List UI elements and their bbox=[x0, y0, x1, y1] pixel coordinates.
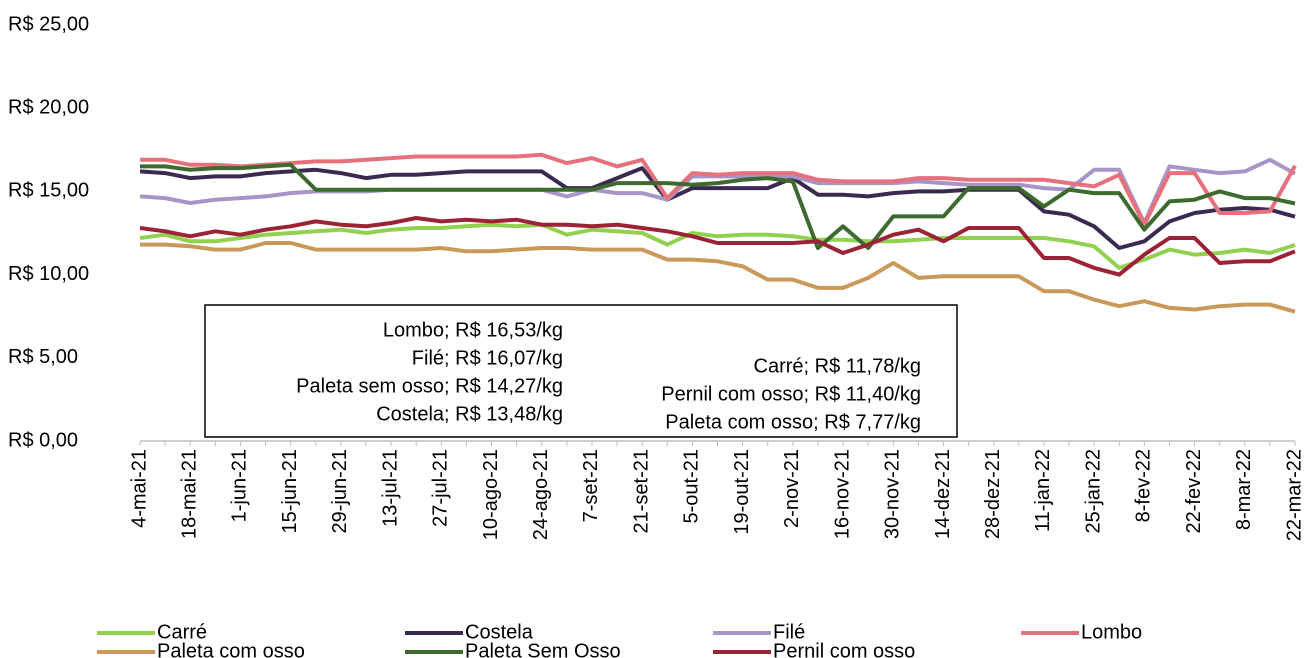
x-tick-label: 25-jan-22 bbox=[1082, 449, 1104, 534]
x-tick-label: 7-set-21 bbox=[580, 449, 602, 522]
x-tick-label: 30-nov-21 bbox=[882, 449, 904, 539]
series-line bbox=[140, 152, 1297, 227]
x-tick-label: 10-ago-21 bbox=[480, 449, 502, 540]
x-tick-label: 5-out-21 bbox=[681, 449, 703, 524]
series-line bbox=[139, 216, 1296, 277]
series-line bbox=[139, 166, 1296, 250]
x-tick-label: 11-jan-22 bbox=[1032, 449, 1054, 532]
x-tick-label: 19-out-21 bbox=[731, 449, 753, 535]
x-tick-label: 8-fev-22 bbox=[1133, 449, 1155, 522]
y-tick-label: R$ 10,00 bbox=[8, 263, 89, 285]
legend-label: Carré bbox=[157, 621, 207, 643]
annotation: Carré; R$ 11,78/kg bbox=[754, 355, 922, 377]
x-tick-label: 27-jul-21 bbox=[430, 449, 452, 527]
x-tick-label: 16-nov-21 bbox=[831, 449, 853, 539]
legend-label: Filé bbox=[773, 621, 805, 643]
x-tick-label: 24-ago-21 bbox=[530, 449, 552, 540]
legend-label: Paleta com osso bbox=[157, 640, 305, 658]
y-tick-label: R$ 5,00 bbox=[8, 346, 78, 368]
x-tick-label: 18-mai-21 bbox=[178, 449, 200, 539]
annotation: Pernil com osso; R$ 11,40/kg bbox=[661, 383, 921, 405]
series-line bbox=[140, 162, 1296, 250]
y-tick-label: R$ 25,00 bbox=[8, 13, 89, 35]
legend-label: Paleta Sem Osso bbox=[465, 640, 621, 658]
x-tick-label: 22-mar-22 bbox=[1283, 449, 1305, 541]
annotation: Filé; R$ 16,07/kg bbox=[412, 347, 563, 369]
y-tick-label: R$ 0,00 bbox=[8, 429, 78, 451]
legend-label: Lombo bbox=[1081, 621, 1142, 643]
x-tick-label: 22-fev-22 bbox=[1183, 449, 1205, 534]
x-tick-label: 4-mai-21 bbox=[128, 449, 150, 528]
x-tick-label: 2-nov-21 bbox=[781, 449, 803, 528]
x-tick-label: 15-jun-21 bbox=[279, 449, 301, 534]
legend-label: Pernil com osso bbox=[773, 640, 915, 658]
series-line bbox=[140, 241, 1296, 314]
x-tick-label: 8-mar-22 bbox=[1233, 449, 1255, 530]
annotation: Lombo; R$ 16,53/kg bbox=[383, 319, 563, 341]
annotation: Paleta com osso; R$ 7,77/kg bbox=[665, 411, 921, 433]
x-tick-label: 21-set-21 bbox=[630, 449, 652, 534]
x-tick-label: 14-dez-21 bbox=[932, 449, 954, 539]
y-tick-label: R$ 15,00 bbox=[8, 180, 89, 202]
x-tick-label: 13-jul-21 bbox=[379, 449, 401, 527]
x-tick-label: 1-jun-21 bbox=[229, 449, 251, 522]
series-line bbox=[139, 222, 1296, 270]
legend-label: Costela bbox=[465, 621, 534, 643]
x-tick-label: 29-jun-21 bbox=[329, 449, 351, 534]
annotation: Costela; R$ 13,48/kg bbox=[376, 403, 563, 425]
annotation-box bbox=[204, 304, 958, 438]
y-tick-label: R$ 20,00 bbox=[8, 96, 89, 118]
annotation: Paleta sem osso; R$ 14,27/kg bbox=[296, 375, 563, 397]
x-tick-label: 28-dez-21 bbox=[982, 449, 1004, 539]
